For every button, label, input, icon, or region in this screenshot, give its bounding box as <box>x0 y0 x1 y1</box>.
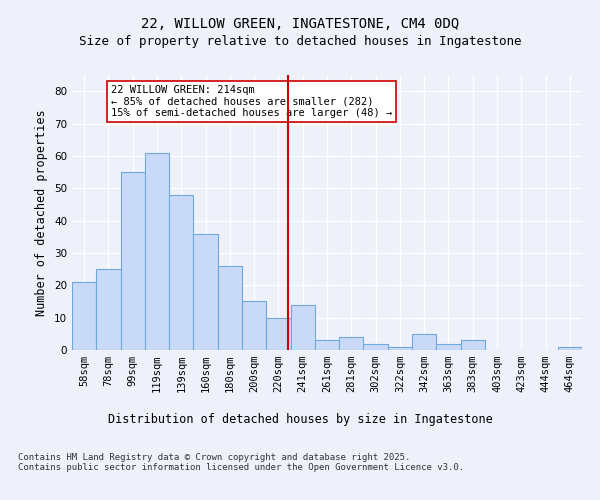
Bar <box>461 340 485 350</box>
Text: 22 WILLOW GREEN: 214sqm
← 85% of detached houses are smaller (282)
15% of semi-d: 22 WILLOW GREEN: 214sqm ← 85% of detache… <box>111 84 392 118</box>
Bar <box>388 347 412 350</box>
Bar <box>558 347 582 350</box>
Bar <box>169 194 193 350</box>
Bar <box>364 344 388 350</box>
Bar <box>145 152 169 350</box>
Text: Contains HM Land Registry data © Crown copyright and database right 2025.
Contai: Contains HM Land Registry data © Crown c… <box>18 452 464 472</box>
Bar <box>96 269 121 350</box>
Bar <box>339 337 364 350</box>
Bar <box>266 318 290 350</box>
Bar <box>193 234 218 350</box>
Text: Size of property relative to detached houses in Ingatestone: Size of property relative to detached ho… <box>79 35 521 48</box>
Bar <box>242 302 266 350</box>
Bar <box>315 340 339 350</box>
Bar <box>290 304 315 350</box>
Bar <box>436 344 461 350</box>
Bar <box>412 334 436 350</box>
Y-axis label: Number of detached properties: Number of detached properties <box>35 109 49 316</box>
Bar <box>218 266 242 350</box>
Bar <box>72 282 96 350</box>
Text: 22, WILLOW GREEN, INGATESTONE, CM4 0DQ: 22, WILLOW GREEN, INGATESTONE, CM4 0DQ <box>141 18 459 32</box>
Text: Distribution of detached houses by size in Ingatestone: Distribution of detached houses by size … <box>107 412 493 426</box>
Bar <box>121 172 145 350</box>
